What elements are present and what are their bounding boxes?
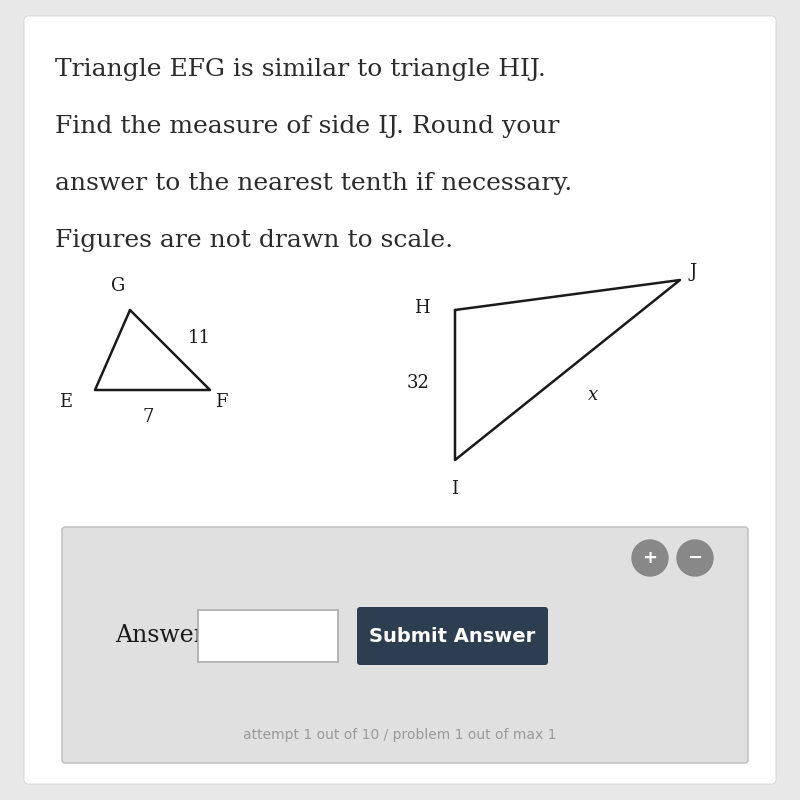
Text: E: E xyxy=(59,393,72,411)
Text: G: G xyxy=(111,277,125,295)
Text: Figures are not drawn to scale.: Figures are not drawn to scale. xyxy=(55,229,453,252)
Text: J: J xyxy=(690,263,698,281)
Text: Answer:: Answer: xyxy=(115,623,213,646)
Text: Submit Answer: Submit Answer xyxy=(370,626,536,646)
FancyBboxPatch shape xyxy=(24,16,776,784)
FancyBboxPatch shape xyxy=(62,527,748,763)
Text: −: − xyxy=(687,549,702,567)
Text: attempt 1 out of 10 / problem 1 out of max 1: attempt 1 out of 10 / problem 1 out of m… xyxy=(243,728,557,742)
Text: I: I xyxy=(451,480,458,498)
Bar xyxy=(198,610,338,662)
Circle shape xyxy=(677,540,713,576)
Text: x: x xyxy=(588,386,598,404)
Text: Find the measure of side IJ. Round your: Find the measure of side IJ. Round your xyxy=(55,115,559,138)
Text: answer to the nearest tenth if necessary.: answer to the nearest tenth if necessary… xyxy=(55,172,572,195)
Text: 11: 11 xyxy=(188,329,211,347)
Text: 32: 32 xyxy=(407,374,430,392)
Text: +: + xyxy=(642,549,658,567)
Text: H: H xyxy=(414,299,430,317)
FancyBboxPatch shape xyxy=(357,607,548,665)
Text: F: F xyxy=(215,393,227,411)
Text: Triangle EFG is similar to triangle HIJ.: Triangle EFG is similar to triangle HIJ. xyxy=(55,58,546,81)
Circle shape xyxy=(632,540,668,576)
Text: 7: 7 xyxy=(142,408,154,426)
